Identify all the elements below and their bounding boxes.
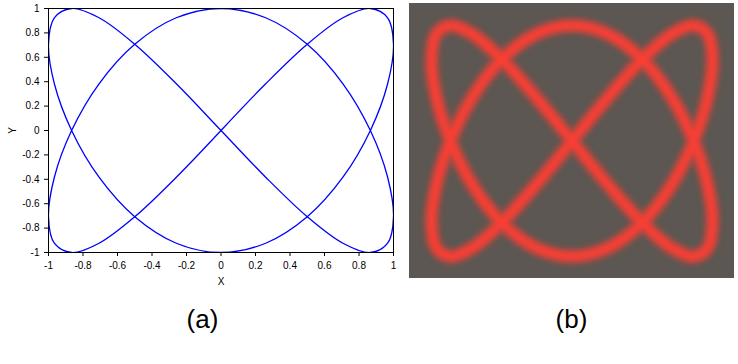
svg-text:1: 1 bbox=[391, 260, 397, 271]
svg-text:0.8: 0.8 bbox=[352, 260, 366, 271]
svg-text:-0.2: -0.2 bbox=[22, 149, 40, 160]
svg-text:-0.6: -0.6 bbox=[22, 198, 40, 209]
html-text:(b): (b) bbox=[555, 304, 588, 334]
svg-text:0.4: 0.4 bbox=[26, 76, 40, 87]
svg-text:-1: -1 bbox=[44, 260, 53, 271]
svg-text:0.2: 0.2 bbox=[249, 260, 263, 271]
svg-text:0.2: 0.2 bbox=[26, 100, 40, 111]
svg-text:-0.4: -0.4 bbox=[22, 174, 40, 185]
svg-text:X: X bbox=[218, 276, 225, 287]
svg-text:0.6: 0.6 bbox=[26, 52, 40, 63]
svg-text:0.6: 0.6 bbox=[318, 260, 332, 271]
svg-text:1: 1 bbox=[34, 3, 40, 14]
svg-text:-0.6: -0.6 bbox=[109, 260, 127, 271]
svg-text:-0.4: -0.4 bbox=[143, 260, 161, 271]
svg-text:-0.2: -0.2 bbox=[178, 260, 196, 271]
svg-text:-0.8: -0.8 bbox=[22, 222, 40, 233]
svg-text:0: 0 bbox=[218, 260, 224, 271]
svg-text:0.8: 0.8 bbox=[26, 27, 40, 38]
svg-text:0.4: 0.4 bbox=[283, 260, 297, 271]
svg-text:-1: -1 bbox=[31, 247, 40, 258]
svg-text:Y: Y bbox=[7, 127, 18, 134]
html-text:(a): (a) bbox=[186, 304, 219, 334]
svg-text:0: 0 bbox=[34, 125, 40, 136]
svg-text:-0.8: -0.8 bbox=[74, 260, 92, 271]
